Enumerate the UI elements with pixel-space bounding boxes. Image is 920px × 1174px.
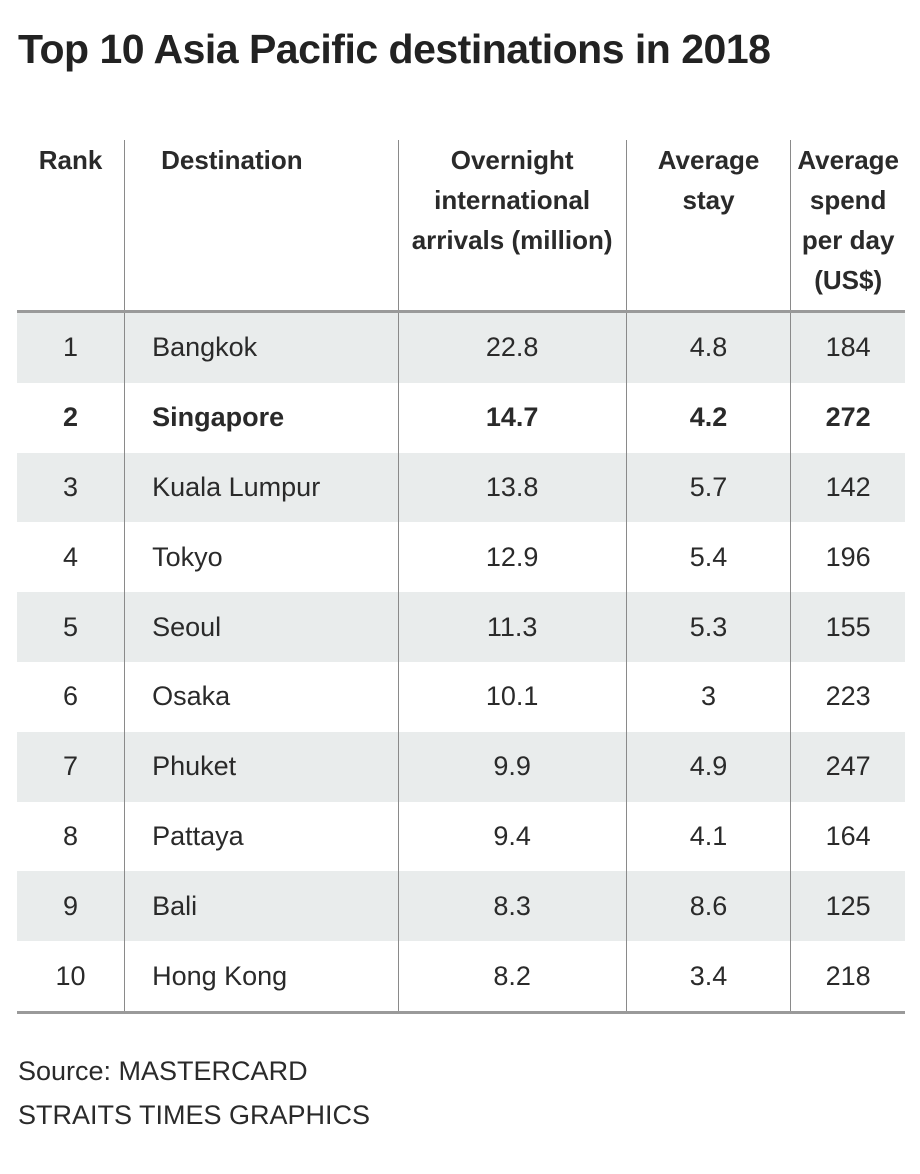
- cell-destination: Osaka: [124, 661, 398, 732]
- cell-destination: Phuket: [124, 731, 398, 802]
- cell-spend: 155: [790, 592, 905, 662]
- cell-arrivals: 9.9: [397, 731, 627, 802]
- cell-stay: 5.3: [625, 592, 791, 662]
- table-row: 4 Tokyo 12.9 5.4 196: [17, 522, 905, 593]
- source-note: Source: MASTERCARD: [18, 1056, 308, 1086]
- cell-stay: 4.2: [625, 382, 791, 453]
- cell-spend: 223: [790, 661, 905, 732]
- cell-rank: 5: [63, 611, 79, 642]
- cell-spend: 184: [790, 311, 905, 383]
- cell-spend: 247: [790, 731, 905, 802]
- chart-title: Top 10 Asia Pacific destinations in 2018: [18, 26, 771, 72]
- table-row: 10 Hong Kong 8.2 3.4 218: [17, 941, 905, 1013]
- header-stay: Average stay: [625, 140, 791, 312]
- cell-destination: Hong Kong: [124, 941, 398, 1013]
- header-row: Rank Destination Overnight international…: [17, 140, 905, 312]
- cell-arrivals: 10.1: [397, 661, 627, 732]
- cell-destination: Bangkok: [124, 311, 398, 383]
- cell-arrivals: 9.4: [397, 801, 627, 872]
- cell-rank: 9: [63, 890, 79, 921]
- table-row: 7 Phuket 9.9 4.9 247: [17, 731, 905, 802]
- credit-note: STRAITS TIMES GRAPHICS: [18, 1100, 371, 1130]
- table-row: 3 Kuala Lumpur 13.8 5.7 142: [17, 452, 905, 523]
- cell-spend: 142: [790, 452, 905, 523]
- cell-destination: Pattaya: [124, 801, 398, 872]
- cell-arrivals: 11.3: [397, 592, 627, 662]
- cell-rank: 4: [63, 541, 79, 572]
- cell-stay: 3: [625, 661, 791, 732]
- cell-destination: Kuala Lumpur: [124, 452, 398, 523]
- cell-rank: 1: [63, 332, 79, 363]
- cell-destination: Seoul: [124, 592, 398, 662]
- cell-arrivals: 14.7: [397, 382, 627, 453]
- cell-spend: 196: [790, 522, 905, 593]
- cell-arrivals: 8.2: [397, 941, 627, 1013]
- cell-spend: 125: [790, 871, 905, 942]
- cell-rank: 3: [63, 471, 79, 502]
- cell-destination: Tokyo: [124, 522, 398, 593]
- header-destination: Destination: [124, 140, 398, 312]
- cell-rank: 6: [63, 681, 79, 712]
- cell-stay: 4.8: [625, 311, 791, 383]
- cell-stay: 8.6: [625, 871, 791, 942]
- cell-spend: 272: [790, 382, 905, 453]
- cell-stay: 5.7: [625, 452, 791, 523]
- cell-rank: 7: [63, 751, 79, 782]
- header-rank: Rank: [38, 145, 103, 175]
- table-row: 1 Bangkok 22.8 4.8 184: [17, 311, 905, 383]
- cell-spend: 164: [790, 801, 905, 872]
- cell-stay: 4.9: [625, 731, 791, 802]
- cell-stay: 4.1: [625, 801, 791, 872]
- cell-arrivals: 13.8: [397, 452, 627, 523]
- cell-arrivals: 12.9: [397, 522, 627, 593]
- header-arrivals: Overnight international arrivals (millio…: [397, 140, 627, 312]
- table-row: 2 Singapore 14.7 4.2 272: [17, 382, 905, 453]
- table-row: 6 Osaka 10.1 3 223: [17, 661, 905, 732]
- table-row: 8 Pattaya 9.4 4.1 164: [17, 801, 905, 872]
- destinations-table: Rank Destination Overnight international…: [17, 140, 905, 1014]
- cell-rank: 10: [55, 960, 86, 991]
- cell-rank: 8: [63, 820, 79, 851]
- table-row: 5 Seoul 11.3 5.3 155: [17, 592, 905, 662]
- cell-stay: 3.4: [625, 941, 791, 1013]
- cell-rank: 2: [63, 402, 79, 433]
- table-row: 9 Bali 8.3 8.6 125: [17, 871, 905, 942]
- cell-arrivals: 22.8: [397, 311, 627, 383]
- cell-arrivals: 8.3: [397, 871, 627, 942]
- cell-stay: 5.4: [625, 522, 791, 593]
- cell-spend: 218: [790, 941, 905, 1013]
- header-spend: Average spend per day (US$): [790, 140, 905, 312]
- cell-destination: Singapore: [124, 382, 398, 453]
- cell-destination: Bali: [124, 871, 398, 942]
